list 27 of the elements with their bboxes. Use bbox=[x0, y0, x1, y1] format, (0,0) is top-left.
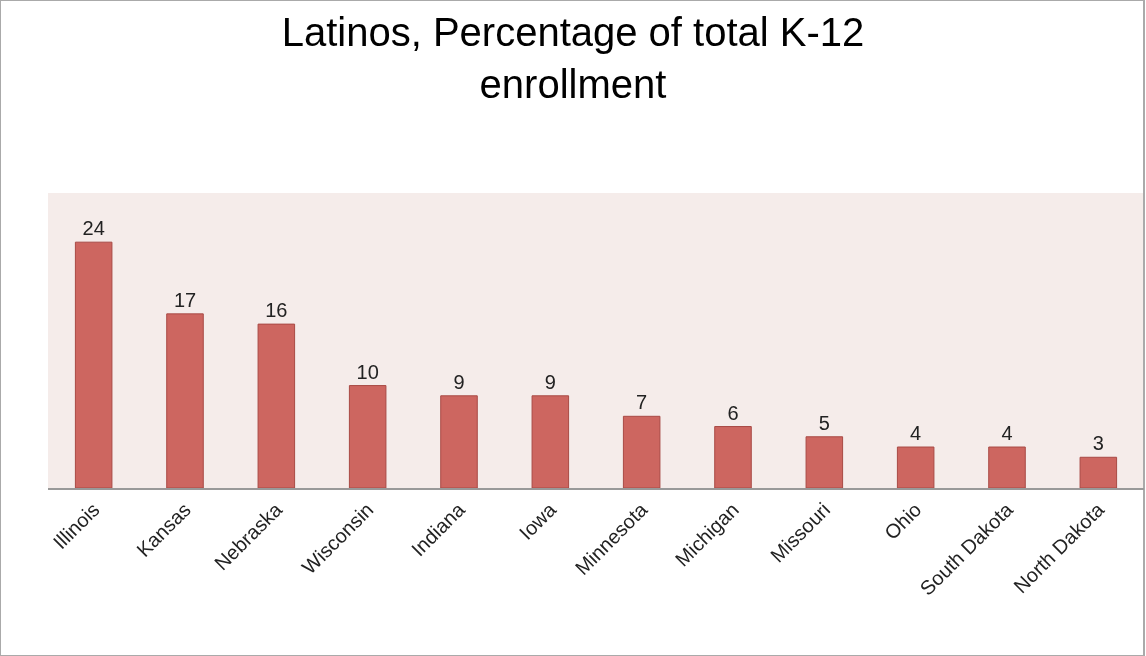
data-label: 17 bbox=[173, 288, 197, 311]
data-label: 16 bbox=[265, 299, 288, 322]
bar bbox=[622, 415, 661, 488]
data-label: 24 bbox=[82, 217, 105, 240]
bar bbox=[988, 446, 1026, 488]
bar bbox=[74, 241, 113, 488]
data-label: 7 bbox=[636, 391, 648, 414]
data-label: 3 bbox=[1092, 432, 1104, 455]
data-label: 4 bbox=[910, 422, 922, 445]
data-label: 9 bbox=[453, 370, 465, 393]
bar bbox=[1079, 456, 1118, 488]
chart-title: Latinos, Percentage of total K-12 enrollment bbox=[281, 9, 865, 106]
bar bbox=[166, 313, 204, 488]
bar bbox=[805, 436, 844, 488]
data-label: 4 bbox=[1001, 422, 1013, 445]
data-label: 9 bbox=[544, 370, 556, 393]
data-label: 6 bbox=[727, 401, 739, 424]
bar bbox=[714, 426, 752, 488]
data-label: 10 bbox=[356, 360, 379, 383]
x-tick-label: Ohio bbox=[880, 498, 926, 544]
bar bbox=[348, 385, 387, 488]
bar bbox=[531, 395, 570, 488]
data-label: 5 bbox=[818, 411, 830, 434]
bar bbox=[896, 446, 935, 488]
bar bbox=[257, 323, 296, 488]
x-tick-label: Iowa bbox=[514, 497, 561, 544]
bar bbox=[440, 395, 478, 488]
